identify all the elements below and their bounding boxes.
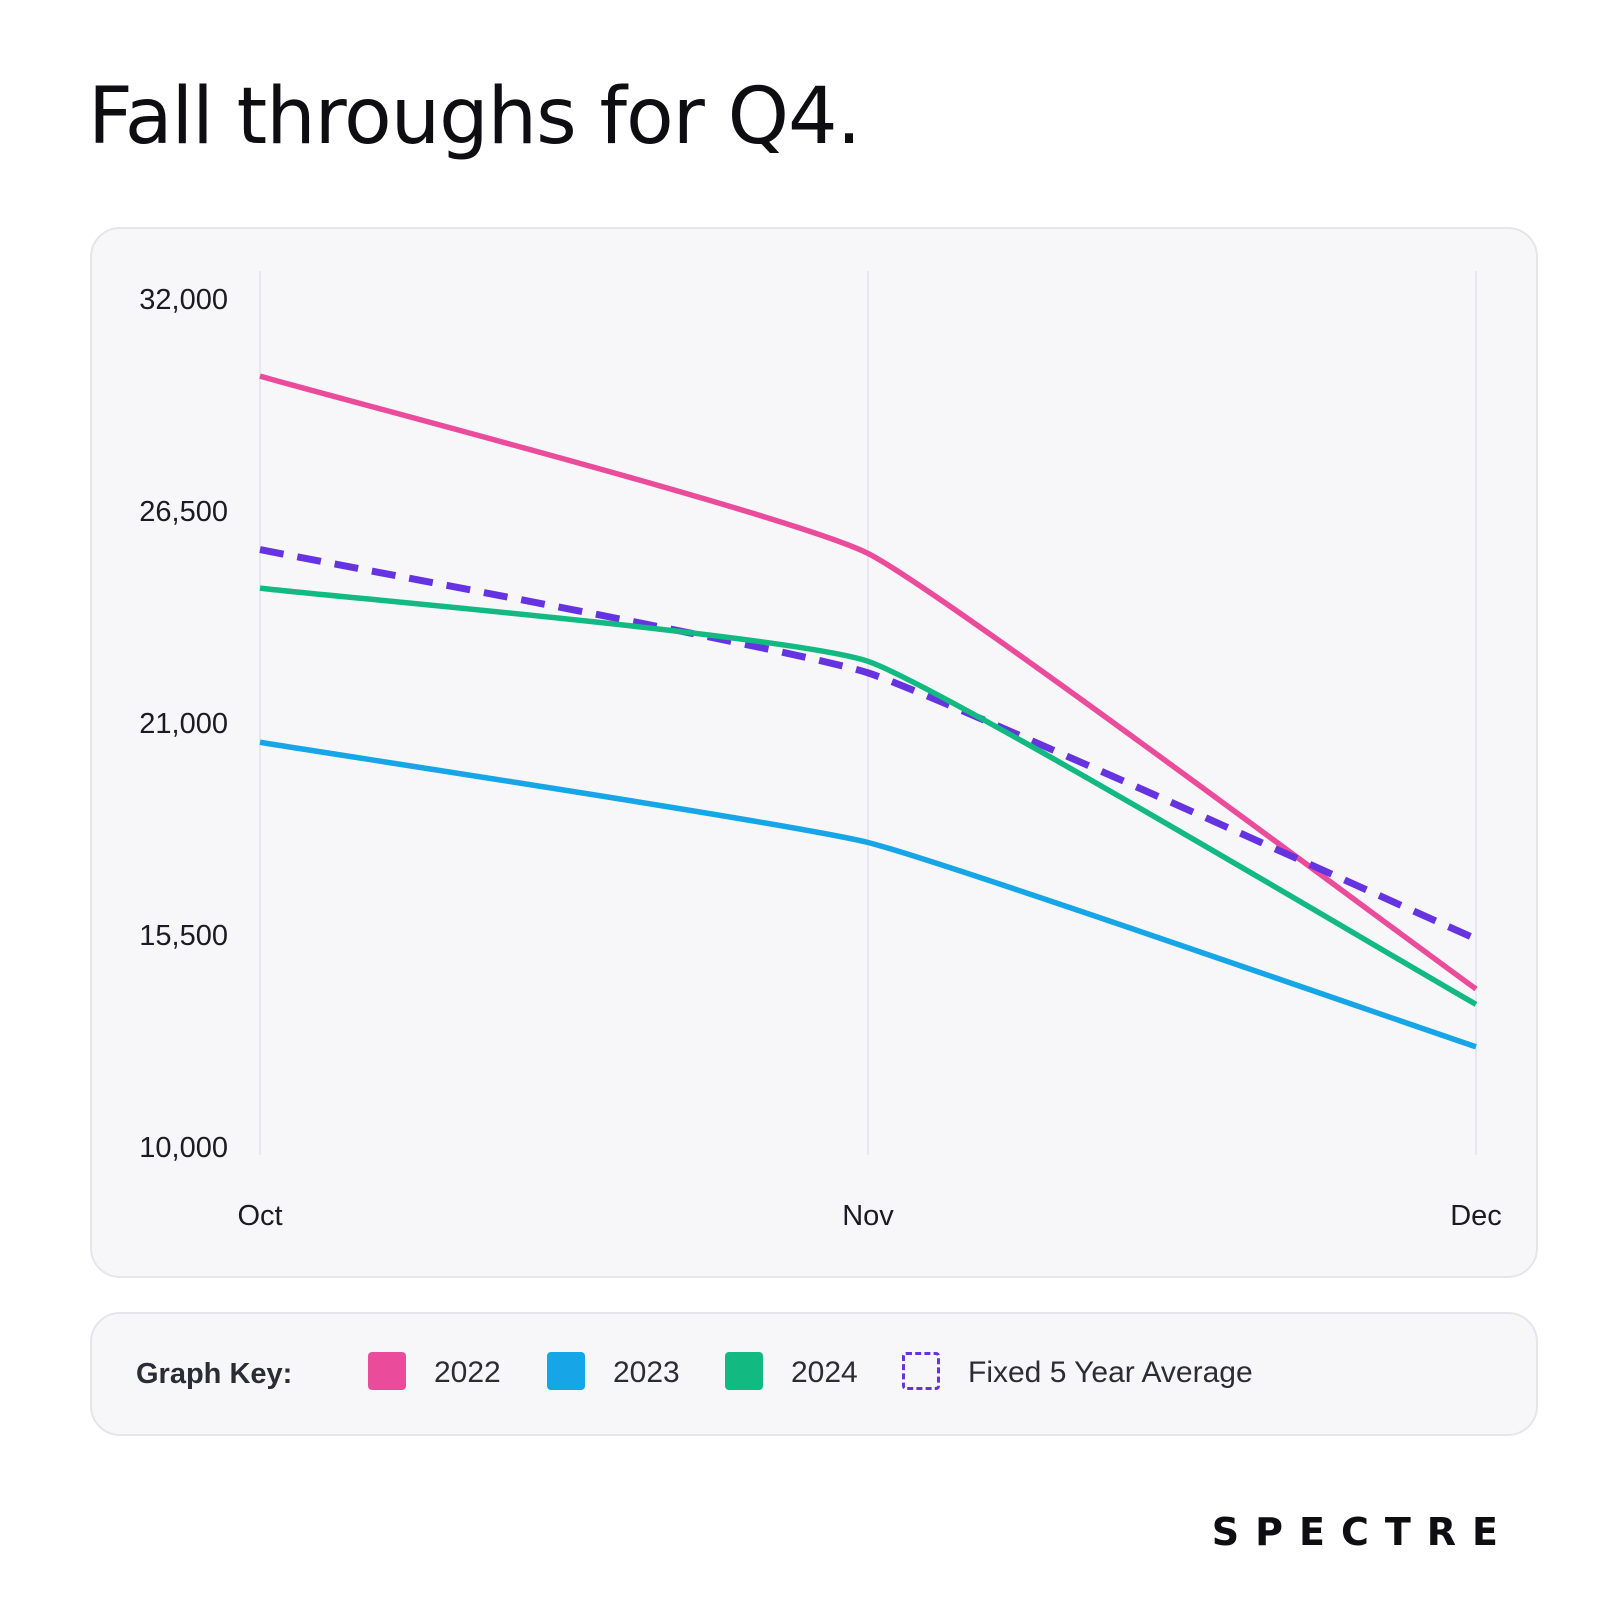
- series-line-2024: [259, 585, 1478, 1007]
- x-tick-label: Oct: [237, 1200, 282, 1232]
- graph-key: Graph Key: 2022 2023 2024 Fixed 5 Year A…: [90, 1312, 1538, 1436]
- y-tick-label: 15,500: [139, 920, 228, 952]
- spectre-logo: SPECTRE: [1211, 1510, 1514, 1554]
- page-title: Fall throughs for Q4.: [88, 72, 861, 162]
- y-tick-label: 10,000: [139, 1132, 228, 1164]
- y-tick-label: 26,500: [139, 496, 228, 528]
- x-tick-label: Nov: [842, 1200, 894, 1232]
- series-line-fixed-5-year-average: [259, 546, 1478, 943]
- legend-swatch-2023: [547, 1352, 585, 1390]
- y-tick-label: 32,000: [139, 284, 228, 316]
- legend-swatch-2024: [725, 1352, 763, 1390]
- legend-label-average: Fixed 5 Year Average: [968, 1356, 1253, 1389]
- legend-swatch-2022: [368, 1352, 406, 1390]
- legend-swatch-average: [902, 1352, 940, 1390]
- graph-key-title: Graph Key:: [136, 1358, 293, 1390]
- y-tick-label: 21,000: [139, 708, 228, 740]
- series-line-2022: [259, 373, 1478, 992]
- x-tick-label: Dec: [1450, 1200, 1502, 1232]
- legend-label-2023: 2023: [613, 1356, 680, 1389]
- line-chart: 10,000 15,500 21,000 26,500 32,000 Oct Nov Dec: [139, 271, 1502, 1232]
- legend-label-2022: 2022: [434, 1356, 501, 1389]
- chart-card: 10,000 15,500 21,000 26,500 32,000 Oct Nov Dec: [90, 227, 1538, 1278]
- series-line-2023: [259, 739, 1477, 1050]
- legend-label-2024: 2024: [791, 1356, 858, 1389]
